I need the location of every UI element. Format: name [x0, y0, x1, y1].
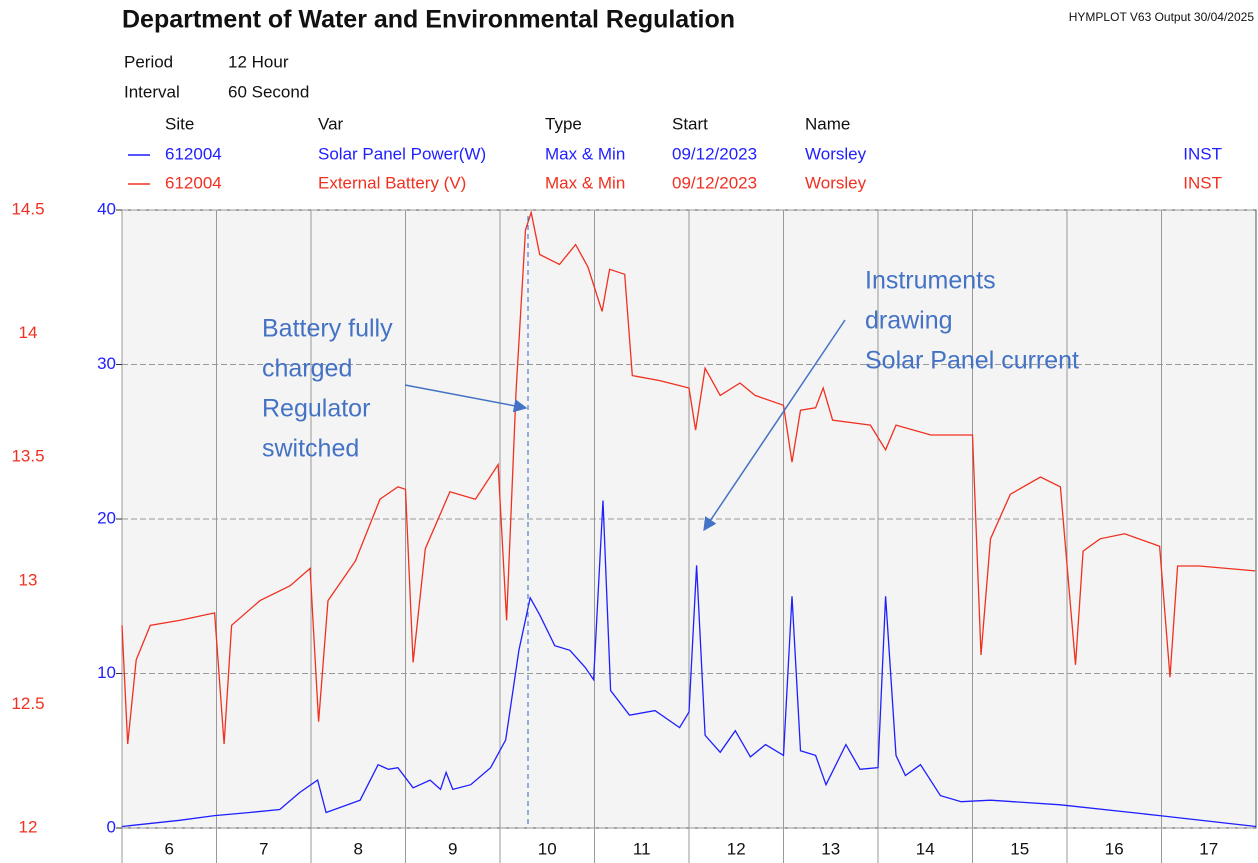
y-tick-label: 0	[107, 817, 116, 836]
legend-site: 612004	[165, 173, 222, 192]
legend-stat: Max & Min	[545, 173, 625, 192]
legend-header: Var	[318, 114, 344, 133]
annotation: Regulator	[262, 395, 370, 423]
y2-tick-label: 14.5	[11, 199, 44, 218]
arrow	[703, 319, 846, 532]
x-tick-label: 14	[916, 839, 935, 858]
x-tick-label: 12	[727, 839, 746, 858]
y2-tick-label: 12.5	[11, 694, 44, 713]
x-tick-label: 10	[538, 839, 557, 858]
annotation: switched	[262, 435, 359, 463]
layer: Period 12 Hour Interval 60 Second Site Var Typ…	[11, 52, 1257, 863]
annotation: Battery fully	[262, 315, 393, 343]
legend-header: Type	[545, 114, 582, 133]
annotation: charged	[262, 355, 352, 383]
x-tick-label: 6	[165, 839, 174, 858]
legend-name: Solar Panel Power(W)	[318, 144, 486, 163]
series-line	[121, 500, 1257, 828]
annotation: drawing	[865, 307, 953, 335]
x-tick-label: 7	[259, 839, 268, 858]
y2-tick-label: 14	[19, 323, 38, 342]
y-tick-label: 20	[97, 508, 116, 527]
legend-start: 09/12/2023	[672, 144, 757, 163]
legend-mode: INST	[1183, 173, 1222, 192]
legend-location: Worsley	[805, 173, 867, 192]
annotation: Instruments	[865, 267, 996, 295]
y-tick-label: 10	[97, 663, 116, 682]
legend-header: Start	[672, 114, 708, 133]
legend-header: Site	[165, 114, 194, 133]
y2-tick-label: 13	[19, 570, 38, 589]
series-line	[121, 209, 1256, 745]
info-label: Period	[124, 52, 173, 71]
legend-stat: Max & Min	[545, 144, 625, 163]
legend-mode: INST	[1183, 144, 1222, 163]
x-tick-label: 17	[1199, 839, 1218, 858]
y-tick-label: 40	[97, 199, 116, 218]
info-label: Interval	[124, 82, 180, 101]
x-tick-label: 9	[448, 839, 457, 858]
x-tick-label: 16	[1105, 839, 1124, 858]
info-value: 12 Hour	[228, 52, 289, 71]
chart-title: Department of Water and Environmental Re…	[122, 6, 735, 34]
y2-tick-label: 12	[19, 817, 38, 836]
legend-location: Worsley	[805, 144, 867, 163]
legend-start: 09/12/2023	[672, 173, 757, 192]
legend-name: External Battery (V)	[318, 173, 466, 192]
legend-header: Name	[805, 114, 850, 133]
output-note: HYMPLOT V63 Output 30/04/2025	[1069, 10, 1255, 24]
x-tick-label: 15	[1010, 839, 1029, 858]
x-tick-label: 8	[354, 839, 363, 858]
legend-site: 612004	[165, 144, 222, 163]
x-tick-label: 11	[633, 839, 651, 858]
x-tick-label: 13	[821, 839, 840, 858]
y-tick-label: 30	[97, 354, 116, 373]
info-value: 60 Second	[228, 82, 309, 101]
arrow	[404, 384, 528, 413]
y2-tick-label: 13.5	[11, 447, 44, 466]
annotation: Solar Panel current	[865, 347, 1079, 375]
